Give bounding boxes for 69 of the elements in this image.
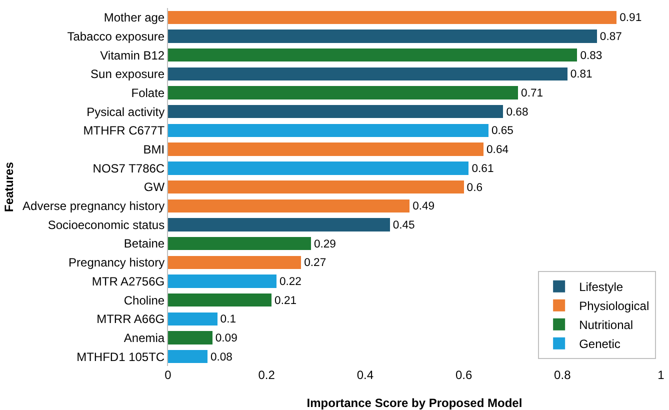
bar — [168, 180, 464, 194]
data-label: 0.21 — [274, 294, 297, 307]
data-label: 0.65 — [491, 125, 514, 138]
bar — [168, 274, 276, 288]
data-label: 0.68 — [506, 106, 528, 118]
bar — [168, 124, 488, 138]
y-tick-label: Anemia — [124, 330, 165, 345]
data-label: 0.81 — [570, 68, 592, 81]
data-label: 0.49 — [412, 200, 435, 213]
bar — [168, 86, 518, 100]
y-tick-label: MTRR A66G — [96, 312, 165, 326]
data-label: 0.09 — [215, 332, 238, 345]
data-label: 0.6 — [466, 182, 482, 194]
y-tick-label: GW — [144, 180, 166, 194]
data-label: 0.27 — [304, 257, 326, 270]
x-tick-label: 0 — [164, 368, 172, 382]
x-tick-label: 0.2 — [258, 368, 276, 382]
y-tick-label: MTR A2756G — [92, 274, 165, 288]
y-tick-label: NOS7 T786C — [92, 161, 165, 176]
y-tick-label: Adverse pregnancy history — [22, 199, 165, 214]
y-tick-label: Pregnancy history — [68, 256, 165, 270]
x-tick-label: 1 — [658, 368, 665, 382]
y-tick-label: Choline — [124, 293, 165, 308]
bar — [168, 236, 311, 250]
y-tick-label: Betaine — [124, 236, 165, 251]
legend-label: Nutritional — [579, 318, 634, 332]
data-label: 0.61 — [472, 162, 494, 175]
data-label: 0.64 — [486, 144, 509, 156]
data-label: 0.1 — [220, 314, 236, 326]
bar — [168, 162, 469, 175]
bar — [168, 67, 568, 81]
y-tick-label: MTHFR C677T — [83, 124, 166, 138]
bar — [168, 256, 302, 269]
y-tick-label: BMI — [143, 142, 165, 157]
data-label: 0.08 — [210, 351, 232, 364]
legend-label: Physiological — [579, 299, 650, 314]
data-label: 0.91 — [620, 12, 642, 24]
data-label: 0.29 — [314, 238, 336, 250]
legend-label: Lifestyle — [579, 280, 624, 294]
legend-label: Genetic — [579, 337, 620, 352]
x-tick-label: 0.4 — [356, 368, 374, 382]
bar — [168, 105, 504, 118]
bar — [168, 312, 218, 326]
y-tick-label: Sun exposure — [90, 67, 165, 82]
y-axis-title: Features — [2, 162, 16, 212]
bar — [168, 218, 390, 232]
data-label: 0.83 — [580, 50, 602, 62]
bar — [168, 142, 484, 156]
y-tick-label: Tabacco exposure — [67, 29, 165, 44]
data-label: 0.22 — [279, 276, 302, 288]
bar — [168, 350, 208, 364]
bar — [168, 30, 597, 43]
data-label: 0.87 — [600, 31, 622, 44]
bar — [168, 331, 212, 344]
data-label: 0.45 — [392, 219, 415, 232]
y-tick-label: Mother age — [104, 10, 165, 25]
y-tick-label: Socioeconomic status — [48, 218, 165, 232]
x-tick-label: 0.8 — [554, 368, 572, 382]
x-axis-title: Importance Score by Proposed Model — [306, 396, 522, 410]
bar — [168, 10, 617, 24]
x-tick-label: 0.6 — [455, 368, 472, 382]
y-tick-label: MTHFD1 105TC — [76, 350, 165, 364]
y-tick-label: Vitamin B12 — [100, 48, 165, 62]
y-tick-label: Pysical activity — [86, 104, 165, 119]
bar — [168, 48, 578, 62]
bar — [168, 199, 410, 212]
y-tick-label: Folate — [131, 86, 165, 100]
bar — [168, 293, 272, 307]
data-label: 0.71 — [521, 88, 544, 100]
